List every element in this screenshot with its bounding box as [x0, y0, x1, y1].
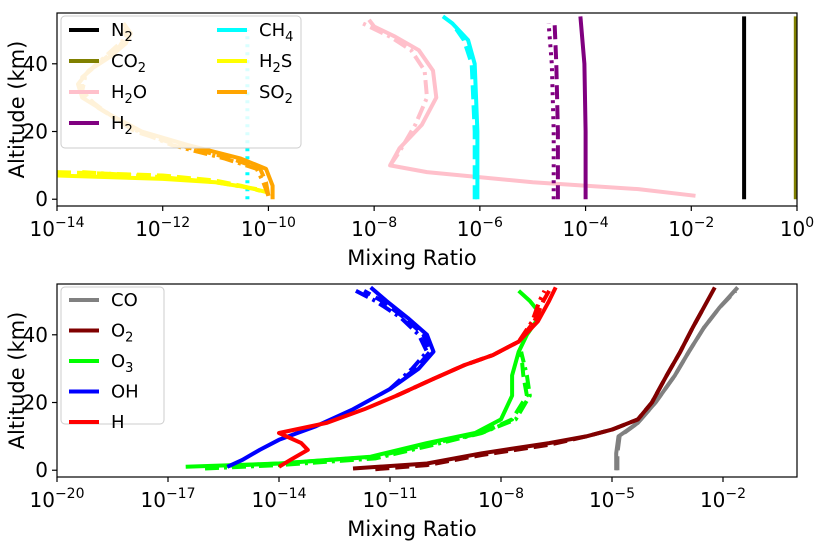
axes-frame: [56, 12, 798, 207]
legend-item: H2: [69, 113, 133, 138]
x-tick-label: 10−14: [252, 486, 307, 512]
series-line-h2-dashed: [552, 23, 560, 200]
legend-label: O3: [111, 351, 133, 376]
top-panel: 10−14 10−12 10−10 10−8 10−6 10−4 10−2 100 0 20 40 M…: [5, 12, 814, 270]
legend-item: OH: [69, 382, 139, 403]
y-tick-label: 20: [23, 391, 48, 415]
x-tick-label: 10−8: [478, 486, 524, 512]
series-line-h2o-dashdot: [361, 21, 429, 167]
bottom-panel: 10−20 10−17 10−14 10−11 10−8 10−5 10−202040Mix…: [5, 283, 798, 541]
legend-label: H2S: [259, 51, 292, 76]
series-line-h2s-dashdot: [82, 170, 258, 192]
x-tick-label: 10−4: [563, 215, 609, 241]
legend: N2 CO2 H2O H2 CH4 H2S SO2: [60, 15, 302, 149]
legend-label: SO2: [259, 82, 293, 107]
legend-label: CO: [111, 290, 138, 311]
series-line-h2-solid: [578, 16, 588, 200]
x-axis-label: Mixing Ratio: [347, 517, 476, 541]
series-line-h2o-solid: [367, 18, 696, 198]
series-line-h-dashdot: [395, 289, 547, 398]
series-line-co-dashed: [615, 289, 738, 471]
legend: CO O2 O3 OH H: [60, 286, 165, 433]
y-tick-label: 20: [23, 120, 48, 144]
x-tick-label: 10−12: [135, 215, 190, 241]
legend-item: SO2: [217, 82, 293, 107]
legend-label: O2: [111, 321, 133, 346]
legend-item: N2: [69, 20, 133, 45]
y-tick-label: 0: [35, 458, 48, 482]
legend-item: CO2: [69, 51, 146, 76]
series-line-ch4-dashed: [450, 22, 477, 200]
y-tick-label: 40: [23, 52, 48, 76]
plot-lines: [185, 285, 740, 472]
legend-box: [60, 15, 302, 149]
legend-label: CH4: [259, 20, 293, 45]
x-tick-label: 10−2: [700, 486, 746, 512]
x-tick-label: 10−14: [30, 215, 85, 241]
x-tick-label: 10−10: [241, 215, 296, 241]
legend-label: H2: [111, 113, 133, 138]
y-axis-label: Altitude (km): [5, 41, 29, 179]
x-tick-label: 10−11: [363, 486, 418, 512]
legend-item: H2O: [69, 82, 147, 107]
x-tick-label: 10−20: [30, 486, 85, 512]
series-line-h2-dotted: [546, 23, 556, 200]
x-tick-label: 10−5: [589, 486, 635, 512]
x-tick-label: 10−2: [668, 215, 714, 241]
legend-item: H: [69, 412, 125, 433]
legend-item: CO: [69, 290, 138, 311]
legend-item: O2: [69, 321, 133, 346]
series-line-o3-dashdot: [204, 351, 532, 471]
x-axis-label: Mixing Ratio: [347, 246, 476, 270]
legend-label: H2O: [111, 82, 147, 107]
series-line-o2-dashed: [375, 306, 706, 472]
x-tick-label: 10−6: [457, 215, 503, 241]
x-tick-label: 100: [780, 215, 814, 241]
x-tick-label: 10−8: [351, 215, 397, 241]
series-line-ch4-solid: [441, 14, 480, 200]
axes-frame: [56, 283, 798, 478]
y-axis-label: Altitude (km): [5, 312, 29, 450]
legend-label: N2: [111, 20, 133, 45]
legend-label: H: [111, 412, 125, 433]
legend-label: CO2: [111, 51, 146, 76]
x-tick-label: 10−17: [141, 486, 196, 512]
legend-label: OH: [111, 382, 139, 403]
series-line-o3-dashed: [204, 351, 529, 469]
y-tick-label: 0: [35, 187, 48, 211]
y-tick-label: 40: [23, 323, 48, 347]
series-line-oh-dashed: [363, 289, 432, 391]
legend-item: CH4: [217, 20, 293, 45]
legend-item: H2S: [217, 51, 292, 76]
series-line-oh-dashdot: [354, 289, 429, 391]
legend-item: O3: [69, 351, 133, 376]
